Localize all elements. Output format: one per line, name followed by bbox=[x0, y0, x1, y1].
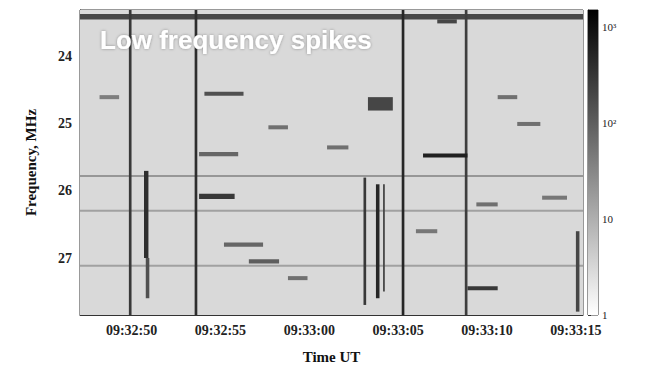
svg-text:09:33:15: 09:33:15 bbox=[550, 323, 601, 338]
svg-text:27: 27 bbox=[58, 251, 72, 266]
svg-text:24: 24 bbox=[58, 49, 72, 64]
svg-text:09:32:50: 09:32:50 bbox=[106, 323, 157, 338]
svg-text:10: 10 bbox=[602, 213, 614, 225]
svg-text:Time UT: Time UT bbox=[303, 349, 361, 365]
svg-text:10³: 10³ bbox=[602, 21, 617, 33]
svg-text:Frequency, MHz: Frequency, MHz bbox=[23, 109, 39, 217]
svg-text:1: 1 bbox=[602, 309, 608, 321]
svg-text:10²: 10² bbox=[602, 117, 617, 129]
svg-text:09:32:55: 09:32:55 bbox=[195, 323, 246, 338]
svg-text:26: 26 bbox=[58, 183, 72, 198]
svg-text:25: 25 bbox=[58, 116, 72, 131]
svg-text:09:33:10: 09:33:10 bbox=[461, 323, 512, 338]
svg-text:09:33:00: 09:33:00 bbox=[284, 323, 335, 338]
svg-text:09:33:05: 09:33:05 bbox=[372, 323, 423, 338]
svg-text:Low frequency spikes: Low frequency spikes bbox=[100, 25, 372, 55]
